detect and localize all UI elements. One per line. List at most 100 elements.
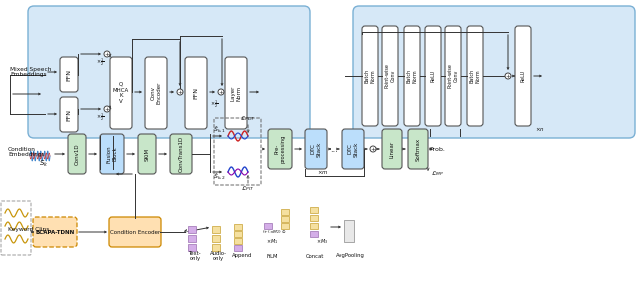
FancyBboxPatch shape [268,129,292,169]
Text: $\times\frac{1}{2}$: $\times\frac{1}{2}$ [96,56,104,68]
Text: $\times n$: $\times n$ [535,125,545,133]
Bar [310,231,318,237]
Circle shape [104,106,110,112]
Text: Batch
Norm: Batch Norm [365,69,376,83]
Circle shape [177,89,183,95]
Text: Text-
only: Text- only [189,250,202,261]
Text: +: + [506,74,511,78]
Text: AvgPooling: AvgPooling [335,254,364,258]
Bar [234,224,242,230]
Bar [310,215,318,221]
Text: +: + [177,89,182,95]
Text: BCAPA-TDNN: BCAPA-TDNN [35,229,75,235]
Text: Audio-
only: Audio- only [209,250,227,261]
FancyBboxPatch shape [362,26,378,126]
Text: $(+(\times M_2)\odot$: $(+(\times M_2)\odot$ [262,228,286,236]
Text: SKiM: SKiM [145,147,150,160]
Text: FFN: FFN [67,108,72,120]
FancyBboxPatch shape [110,57,132,129]
FancyBboxPatch shape [404,26,420,126]
Text: Prob.: Prob. [429,147,445,151]
Bar [264,223,272,229]
FancyBboxPatch shape [305,129,327,169]
Bar [234,231,242,237]
Text: Keyword Clips: Keyword Clips [8,227,49,231]
Text: $\times\frac{1}{2}$: $\times\frac{1}{2}$ [96,111,104,123]
Text: ReLU: ReLU [520,70,525,82]
Text: $S_k$: $S_k$ [39,159,49,169]
FancyBboxPatch shape [445,26,461,126]
FancyBboxPatch shape [109,217,161,247]
FancyBboxPatch shape [145,57,167,129]
Bar [310,207,318,213]
Text: Conv1D: Conv1D [74,143,79,165]
FancyBboxPatch shape [33,217,77,247]
Circle shape [104,51,110,57]
Text: +: + [218,89,223,95]
FancyBboxPatch shape [225,57,247,129]
Text: ...: ... [330,145,338,153]
Bar [281,223,289,229]
FancyBboxPatch shape [185,57,207,129]
Bar [188,244,196,251]
FancyBboxPatch shape [515,26,531,126]
Text: Batch
Norm: Batch Norm [470,69,481,83]
Text: Concat: Concat [306,254,324,258]
Bar [234,245,242,251]
Circle shape [505,73,511,79]
Text: Linear: Linear [390,140,394,158]
Bar [212,244,220,251]
Text: +: + [371,147,376,151]
FancyBboxPatch shape [28,6,310,138]
Bar [310,223,318,229]
Circle shape [218,89,224,95]
Bar [281,216,289,222]
Text: DTC
Stack: DTC Stack [310,141,321,157]
FancyBboxPatch shape [100,134,124,174]
Bar [188,226,196,233]
Circle shape [370,146,376,152]
FancyBboxPatch shape [170,134,192,174]
Text: $\times M_1$: $\times M_1$ [266,237,278,247]
Text: Condition Encoder: Condition Encoder [110,229,160,235]
Text: Softmax: Softmax [415,137,420,160]
Bar [188,235,196,242]
Text: Mixed Speech
Embeddings: Mixed Speech Embeddings [10,67,51,78]
Text: $\times m$: $\times m$ [317,168,329,176]
FancyBboxPatch shape [68,134,86,174]
Text: +: + [104,106,109,112]
FancyBboxPatch shape [342,129,364,169]
Text: FFN: FFN [193,87,198,99]
Bar [212,235,220,242]
Bar [234,238,242,244]
Text: Batch
Norm: Batch Norm [406,69,417,83]
Text: ReLU: ReLU [431,70,435,82]
Text: FFN: FFN [67,68,72,80]
Text: $\hat{S}_{k,2}$: $\hat{S}_{k,2}$ [213,171,227,181]
Text: Layer
Norm: Layer Norm [230,85,241,101]
FancyBboxPatch shape [60,57,78,92]
FancyBboxPatch shape [467,26,483,126]
Text: +: + [104,51,109,57]
Text: Append: Append [232,254,252,258]
FancyBboxPatch shape [138,134,156,174]
Text: Pre-
processing: Pre- processing [275,135,285,163]
Text: $\mathcal{L}_{MP}$: $\mathcal{L}_{MP}$ [431,170,444,178]
Text: $\mathcal{L}_{PDT}$: $\mathcal{L}_{PDT}$ [241,114,255,124]
Text: ConvTrans1D: ConvTrans1D [179,136,184,172]
Text: FiLM: FiLM [266,254,278,258]
Bar [212,226,220,233]
Text: Point-wise
Conv: Point-wise Conv [385,64,396,88]
Text: $\times\frac{1}{2}$: $\times\frac{1}{2}$ [210,98,218,110]
Text: DTC
Stack: DTC Stack [348,141,358,157]
FancyBboxPatch shape [60,97,78,132]
FancyBboxPatch shape [382,129,402,169]
FancyBboxPatch shape [425,26,441,126]
Text: $\mathcal{L}_{PIT}$: $\mathcal{L}_{PIT}$ [241,185,255,193]
Bar [344,220,354,242]
Bar [281,209,289,215]
Text: Point-wise
Conv: Point-wise Conv [447,64,458,88]
Text: Condition
Embeddings: Condition Embeddings [8,147,45,157]
FancyBboxPatch shape [382,26,398,126]
Text: Fusion
Block: Fusion Block [107,145,117,163]
